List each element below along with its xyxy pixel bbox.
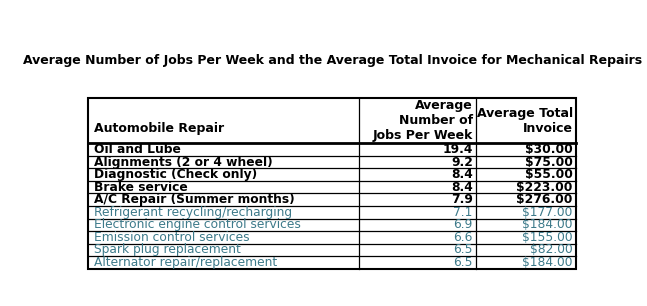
Text: $184.00: $184.00 [522, 256, 573, 269]
Text: Refrigerant recycling/recharging: Refrigerant recycling/recharging [94, 206, 292, 219]
Text: $55.00: $55.00 [525, 168, 573, 181]
Text: 6.6: 6.6 [454, 231, 473, 244]
Text: Average
Number of
Jobs Per Week: Average Number of Jobs Per Week [373, 99, 473, 142]
Text: 7.1: 7.1 [454, 206, 473, 219]
Text: Alternator repair/replacement: Alternator repair/replacement [94, 256, 278, 269]
Text: $155.00: $155.00 [522, 231, 573, 244]
Text: Average Total
Invoice: Average Total Invoice [477, 106, 573, 135]
Text: $276.00: $276.00 [516, 193, 573, 206]
Text: $223.00: $223.00 [516, 181, 573, 194]
Text: Electronic engine control services: Electronic engine control services [94, 218, 302, 231]
Text: 8.4: 8.4 [451, 181, 473, 194]
Text: $184.00: $184.00 [522, 218, 573, 231]
Text: $75.00: $75.00 [525, 155, 573, 169]
Text: Oil and Lube: Oil and Lube [94, 143, 181, 156]
Text: 6.5: 6.5 [454, 244, 473, 256]
Text: Spark plug replacement: Spark plug replacement [94, 244, 241, 256]
Text: $177.00: $177.00 [522, 206, 573, 219]
Text: Alignments (2 or 4 wheel): Alignments (2 or 4 wheel) [94, 155, 273, 169]
Text: 6.5: 6.5 [454, 256, 473, 269]
Text: Emission control services: Emission control services [94, 231, 250, 244]
Text: 8.4: 8.4 [451, 168, 473, 181]
Text: Automobile Repair: Automobile Repair [94, 122, 225, 135]
Text: 7.9: 7.9 [451, 193, 473, 206]
Text: $82.00: $82.00 [530, 244, 573, 256]
Text: 6.9: 6.9 [454, 218, 473, 231]
Bar [89, 98, 576, 269]
Text: A/C Repair (Summer months): A/C Repair (Summer months) [94, 193, 295, 206]
Text: $30.00: $30.00 [525, 143, 573, 156]
Text: Brake service: Brake service [94, 181, 188, 194]
Text: 19.4: 19.4 [443, 143, 473, 156]
Text: Average Number of Jobs Per Week and the Average Total Invoice for Mechanical Rep: Average Number of Jobs Per Week and the … [23, 54, 642, 67]
Text: 9.2: 9.2 [451, 155, 473, 169]
Text: Diagnostic (Check only): Diagnostic (Check only) [94, 168, 258, 181]
